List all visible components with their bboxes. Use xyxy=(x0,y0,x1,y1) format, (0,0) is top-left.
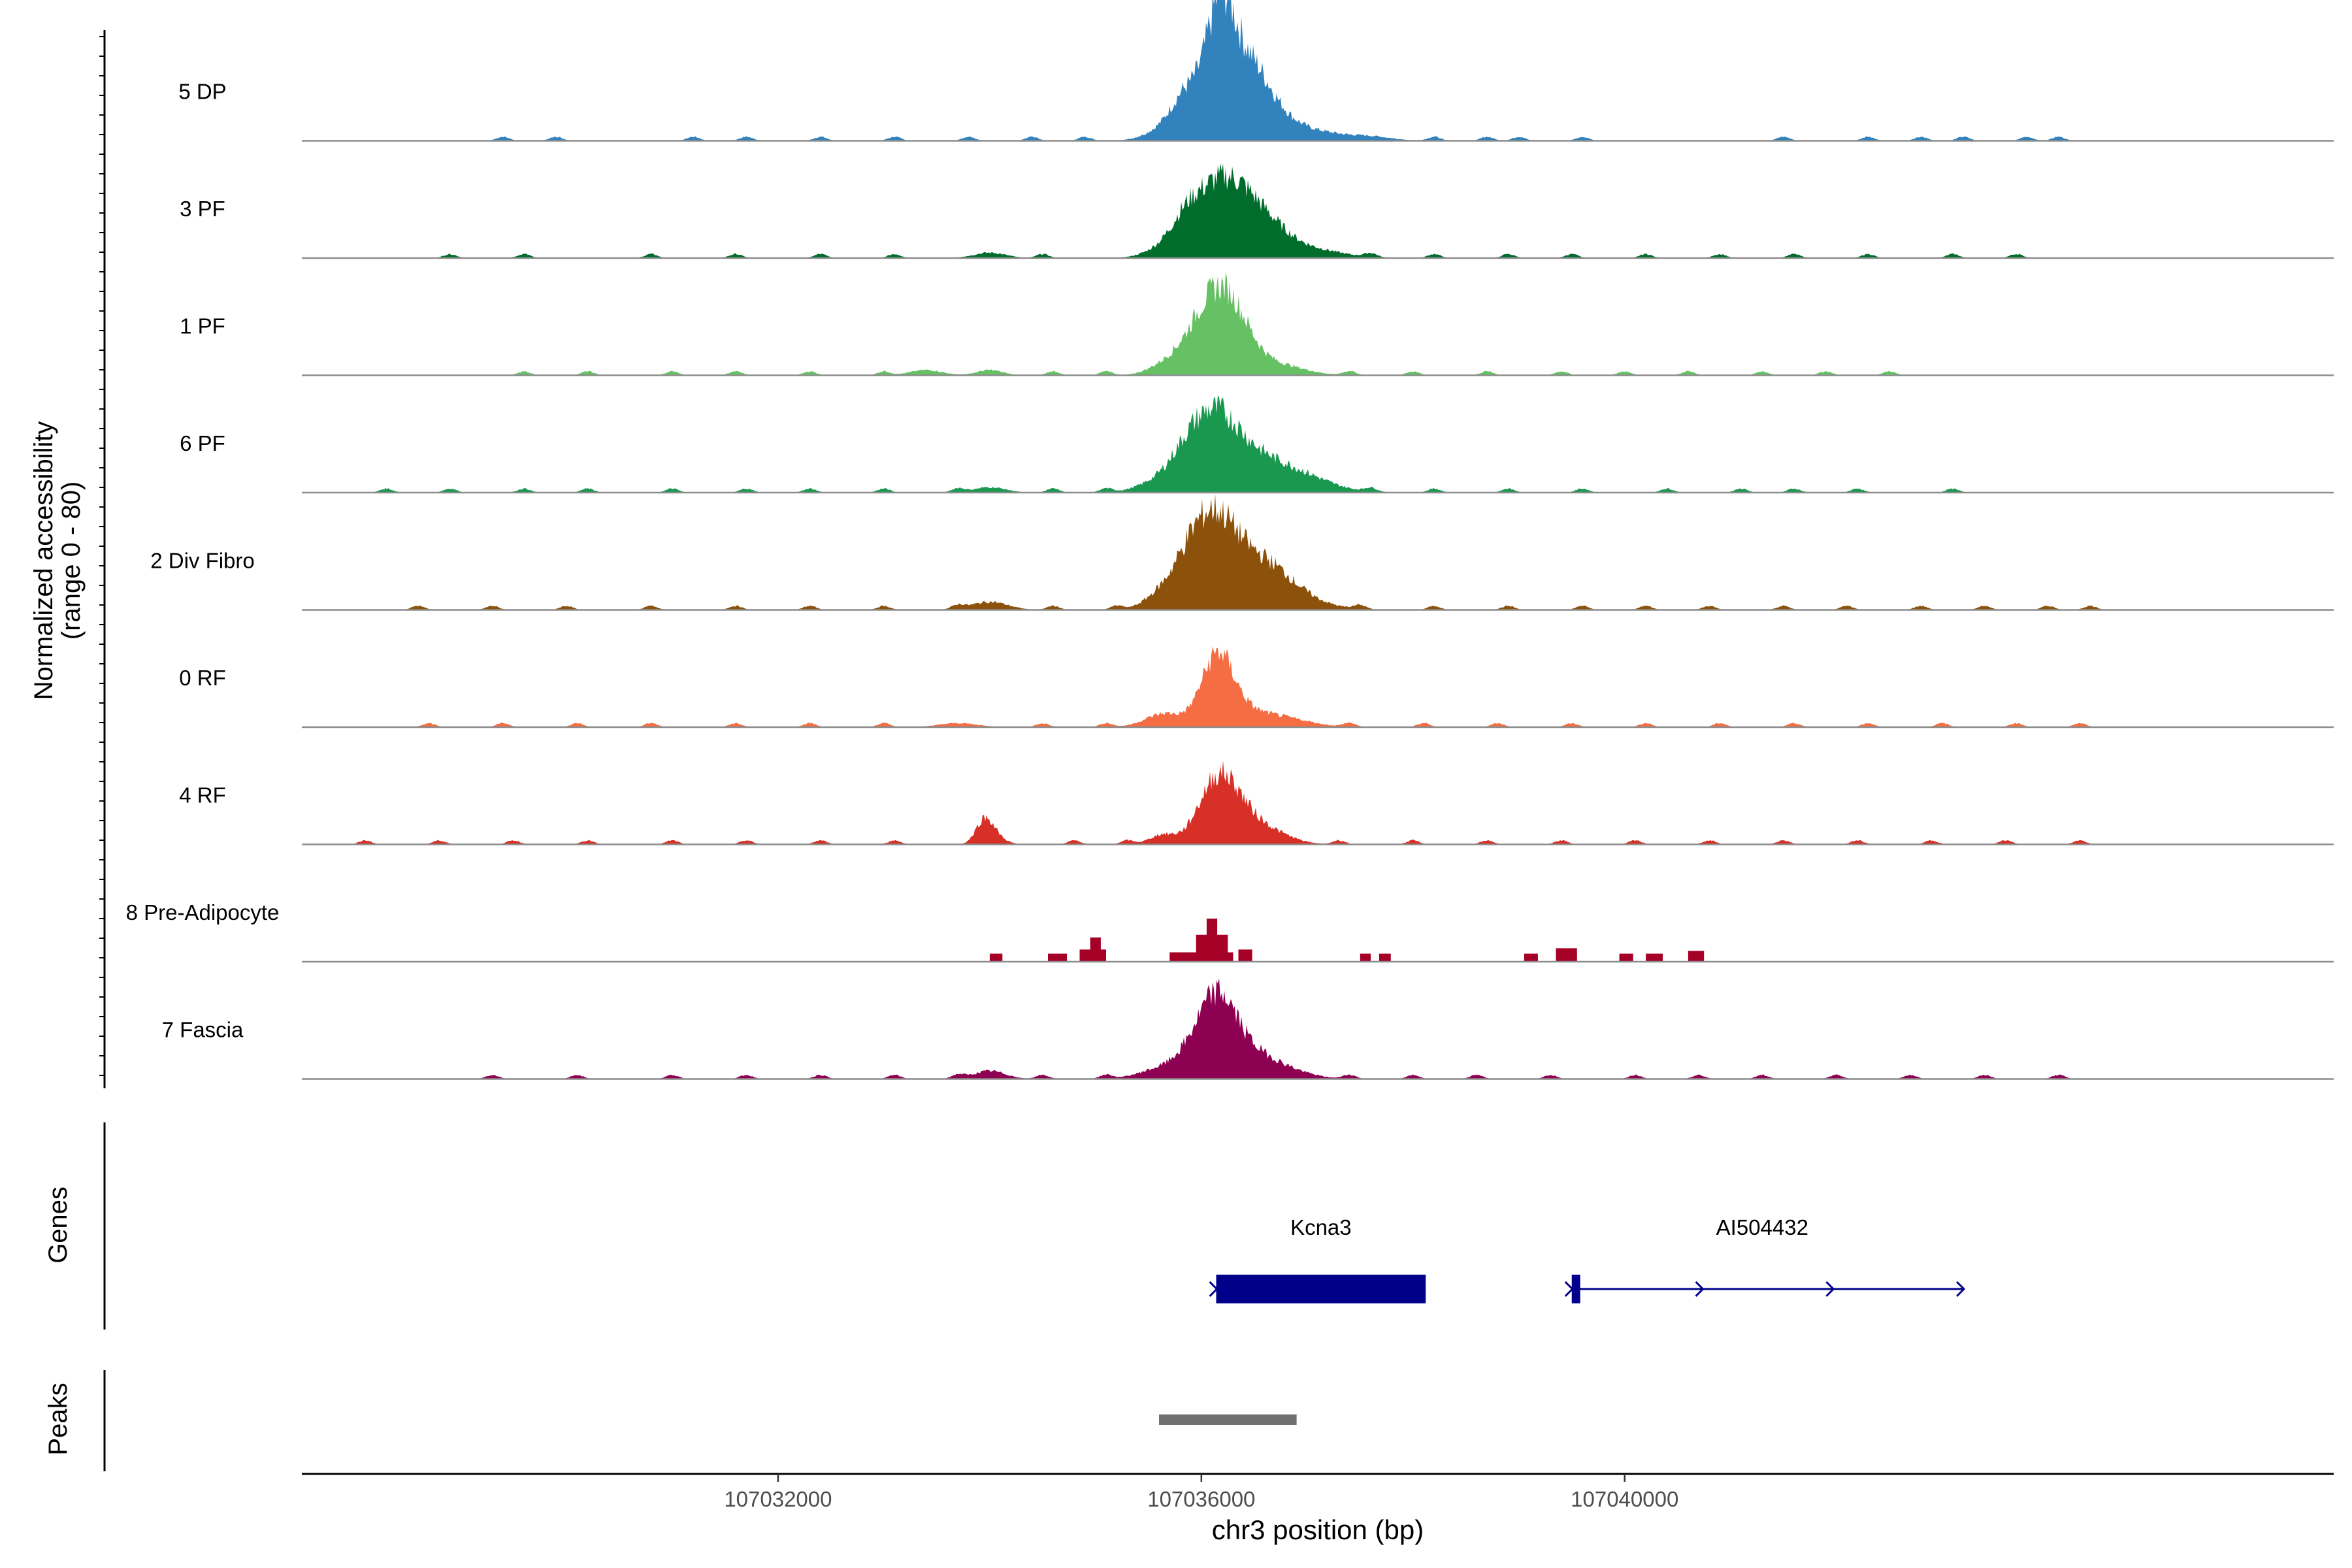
track-0-rf: 0 RF xyxy=(179,646,2334,728)
track-label: 3 PF xyxy=(180,197,225,221)
peak-region xyxy=(1159,1414,1297,1425)
gene-label: Kcna3 xyxy=(1290,1215,1352,1239)
track-label: 7 Fascia xyxy=(162,1018,244,1042)
track-area xyxy=(302,493,2334,610)
track-area xyxy=(302,163,2334,258)
track-7-fascia: 7 Fascia xyxy=(162,978,2334,1080)
track-label: 6 PF xyxy=(180,431,225,455)
tracks-layer: 5 DP 3 PF 1 PF 6 PF 2 Div Fibro 0 RF 4 RF 8 Pre… xyxy=(126,0,2334,1080)
strand-arrow xyxy=(1564,1281,1574,1298)
peaks-panel-label: Peaks xyxy=(44,1382,73,1455)
x-axis-title: chr3 position (bp) xyxy=(1212,1514,1424,1545)
track-area xyxy=(302,978,2334,1079)
track-area xyxy=(302,0,2334,141)
track-6-pf: 6 PF xyxy=(180,395,2334,494)
track-4-rf: 4 RF xyxy=(179,760,2334,845)
genes-layer: Kcna3 AI504432 xyxy=(1209,1215,1966,1303)
track-label: 4 RF xyxy=(179,783,226,808)
strand-arrow xyxy=(1695,1281,1705,1298)
track-label: 2 Div Fibro xyxy=(150,549,255,573)
track-area xyxy=(302,395,2334,493)
track-area xyxy=(302,760,2334,845)
genes-panel-label: Genes xyxy=(44,1186,73,1264)
track-area xyxy=(989,919,1705,962)
y-axis-label-range: (range 0 - 80) xyxy=(57,482,86,640)
track-label: 0 RF xyxy=(179,666,226,690)
gene-exon xyxy=(1571,1275,1580,1303)
gene-label: AI504432 xyxy=(1716,1215,1808,1239)
gene-exon xyxy=(1216,1275,1426,1303)
strand-arrow xyxy=(1956,1281,1966,1298)
axis-layer: 107032000 107036000 107040000 xyxy=(99,30,2334,1511)
track-label: 1 PF xyxy=(180,314,225,338)
track-3-pf: 3 PF xyxy=(180,163,2334,259)
peaks-layer xyxy=(1159,1414,1297,1425)
track-5-dp: 5 DP xyxy=(178,0,2334,142)
y-axis-label: Normalized accessibility xyxy=(29,421,58,700)
track-label: 8 Pre-Adipocyte xyxy=(126,900,280,924)
x-tick-label: 107032000 xyxy=(724,1487,832,1511)
x-tick-label: 107040000 xyxy=(1571,1487,1678,1511)
track-area xyxy=(302,272,2334,376)
x-tick-label: 107036000 xyxy=(1147,1487,1255,1511)
strand-arrow xyxy=(1209,1281,1218,1298)
track-area xyxy=(302,646,2334,727)
track-1-pf: 1 PF xyxy=(180,272,2334,376)
gene-ai504432: AI504432 xyxy=(1564,1215,1966,1303)
gene-kcna3: Kcna3 xyxy=(1209,1215,1426,1303)
track-label: 5 DP xyxy=(178,80,226,104)
track-2-div-fibro: 2 Div Fibro xyxy=(150,493,2334,611)
strand-arrow xyxy=(1825,1281,1835,1298)
track-8-pre-adipocyte: 8 Pre-Adipocyte xyxy=(126,900,2334,963)
